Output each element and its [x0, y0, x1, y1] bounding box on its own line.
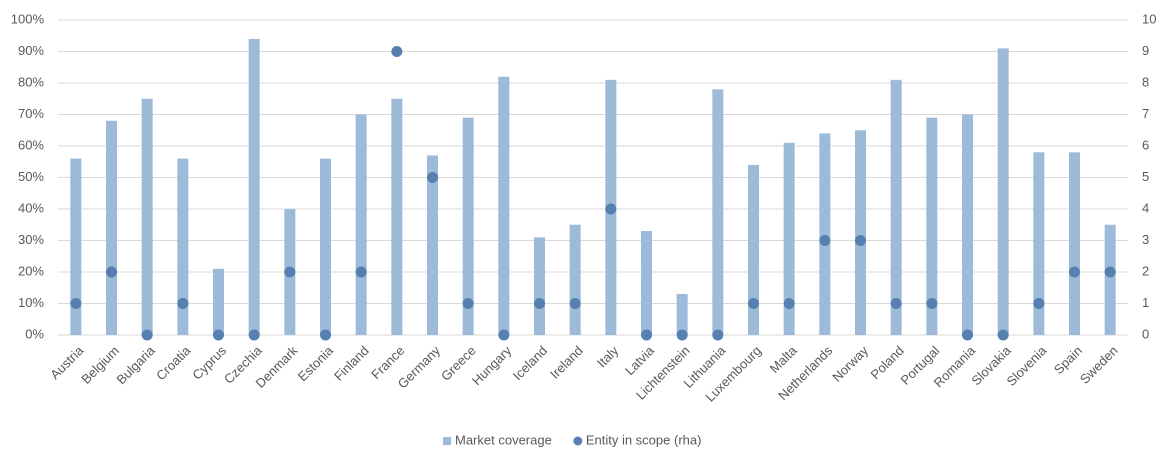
bar: [748, 164, 759, 335]
dot: [391, 46, 403, 57]
y-tick-label: 60%: [18, 137, 44, 152]
dot: [141, 329, 153, 341]
dot: [213, 329, 224, 341]
bar: [783, 142, 795, 335]
bar: [534, 237, 545, 335]
dot: [106, 266, 117, 278]
y-tick-label: 10%: [18, 295, 44, 310]
bar: [997, 48, 1009, 335]
x-tick-label: Estonia: [295, 342, 337, 384]
x-tick-label: Norway: [829, 343, 871, 385]
y2-tick-label: 8: [1142, 74, 1149, 89]
y2-tick-label: 2: [1142, 263, 1149, 278]
y-tick-label: 0%: [25, 326, 44, 341]
x-tick-label: Italy: [594, 343, 622, 371]
bar: [248, 38, 260, 336]
y2-tick-label: 7: [1142, 106, 1149, 121]
bar: [890, 79, 902, 335]
dot: [641, 329, 652, 341]
legend-label: Market coverage: [455, 432, 552, 447]
y2-tick-label: 3: [1142, 232, 1149, 247]
dot: [819, 235, 831, 246]
dot: [962, 329, 973, 341]
x-tick-label: Sweden: [1077, 343, 1121, 387]
dot: [783, 298, 795, 309]
dot: [427, 172, 438, 183]
y2-tick-label: 0: [1142, 326, 1149, 341]
dot: [855, 235, 866, 246]
x-tick-label: Slovenia: [1004, 342, 1050, 388]
dot: [320, 329, 331, 341]
x-tick-label: Croatia: [153, 342, 194, 383]
y2-tick-label: 6: [1142, 137, 1149, 152]
x-tick-label: Ireland: [547, 343, 586, 382]
dot: [676, 329, 688, 341]
bar: [213, 268, 224, 335]
legend-swatch: [443, 437, 451, 445]
bar: [962, 114, 973, 335]
bar: [391, 98, 403, 335]
bar: [1033, 152, 1045, 335]
y-tick-label: 80%: [18, 74, 44, 89]
x-tick-label: Iceland: [510, 343, 550, 383]
dot: [1069, 266, 1080, 278]
bar: [320, 158, 331, 335]
y-tick-label: 100%: [11, 11, 45, 26]
bar: [712, 89, 724, 335]
dot: [534, 298, 545, 309]
dot: [605, 203, 617, 215]
dot: [569, 298, 581, 309]
bar: [1069, 152, 1080, 335]
bar: [106, 120, 117, 335]
dot: [70, 298, 82, 309]
y-tick-label: 40%: [18, 200, 44, 215]
y-tick-label: 50%: [18, 169, 44, 184]
dot: [1033, 298, 1045, 309]
x-tick-label: Bulgaria: [113, 342, 158, 387]
bar: [641, 231, 652, 335]
bar: [676, 294, 688, 335]
dot: [284, 266, 296, 278]
legend-label: Entity in scope (rha): [586, 432, 702, 447]
legend-swatch: [573, 436, 583, 446]
y-tick-label: 90%: [18, 43, 44, 58]
dot: [498, 329, 510, 341]
bar: [1104, 224, 1116, 335]
bar: [569, 224, 581, 335]
y-tick-label: 70%: [18, 106, 44, 121]
bar: [141, 98, 153, 335]
dot: [177, 298, 189, 309]
dot: [926, 298, 938, 309]
x-tick-label: Finland: [331, 343, 372, 384]
bar: [462, 117, 474, 336]
y2-tick-label: 9: [1142, 43, 1149, 58]
dot: [462, 298, 474, 309]
x-tick-label: Belgium: [78, 343, 122, 387]
y-tick-label: 30%: [18, 232, 44, 247]
bar: [177, 158, 189, 335]
dot: [355, 266, 367, 278]
bar: [498, 76, 510, 335]
dot: [1104, 266, 1116, 278]
bar: [70, 158, 82, 335]
bar: [819, 133, 831, 335]
dot: [890, 298, 902, 309]
y2-tick-label: 4: [1142, 200, 1149, 215]
dot: [712, 329, 724, 341]
x-tick-label: Malta: [767, 342, 801, 376]
x-tick-label: Hungary: [469, 343, 515, 389]
bar: [355, 114, 367, 335]
dot: [997, 329, 1009, 341]
bar: [427, 155, 438, 335]
y-tick-label: 20%: [18, 263, 44, 278]
dot: [748, 298, 759, 309]
bar: [926, 117, 938, 336]
y2-tick-label: 5: [1142, 169, 1149, 184]
y2-tick-label: 1: [1142, 295, 1149, 310]
dot: [248, 329, 260, 341]
y2-tick-label: 10: [1142, 11, 1156, 26]
bar: [855, 130, 866, 335]
